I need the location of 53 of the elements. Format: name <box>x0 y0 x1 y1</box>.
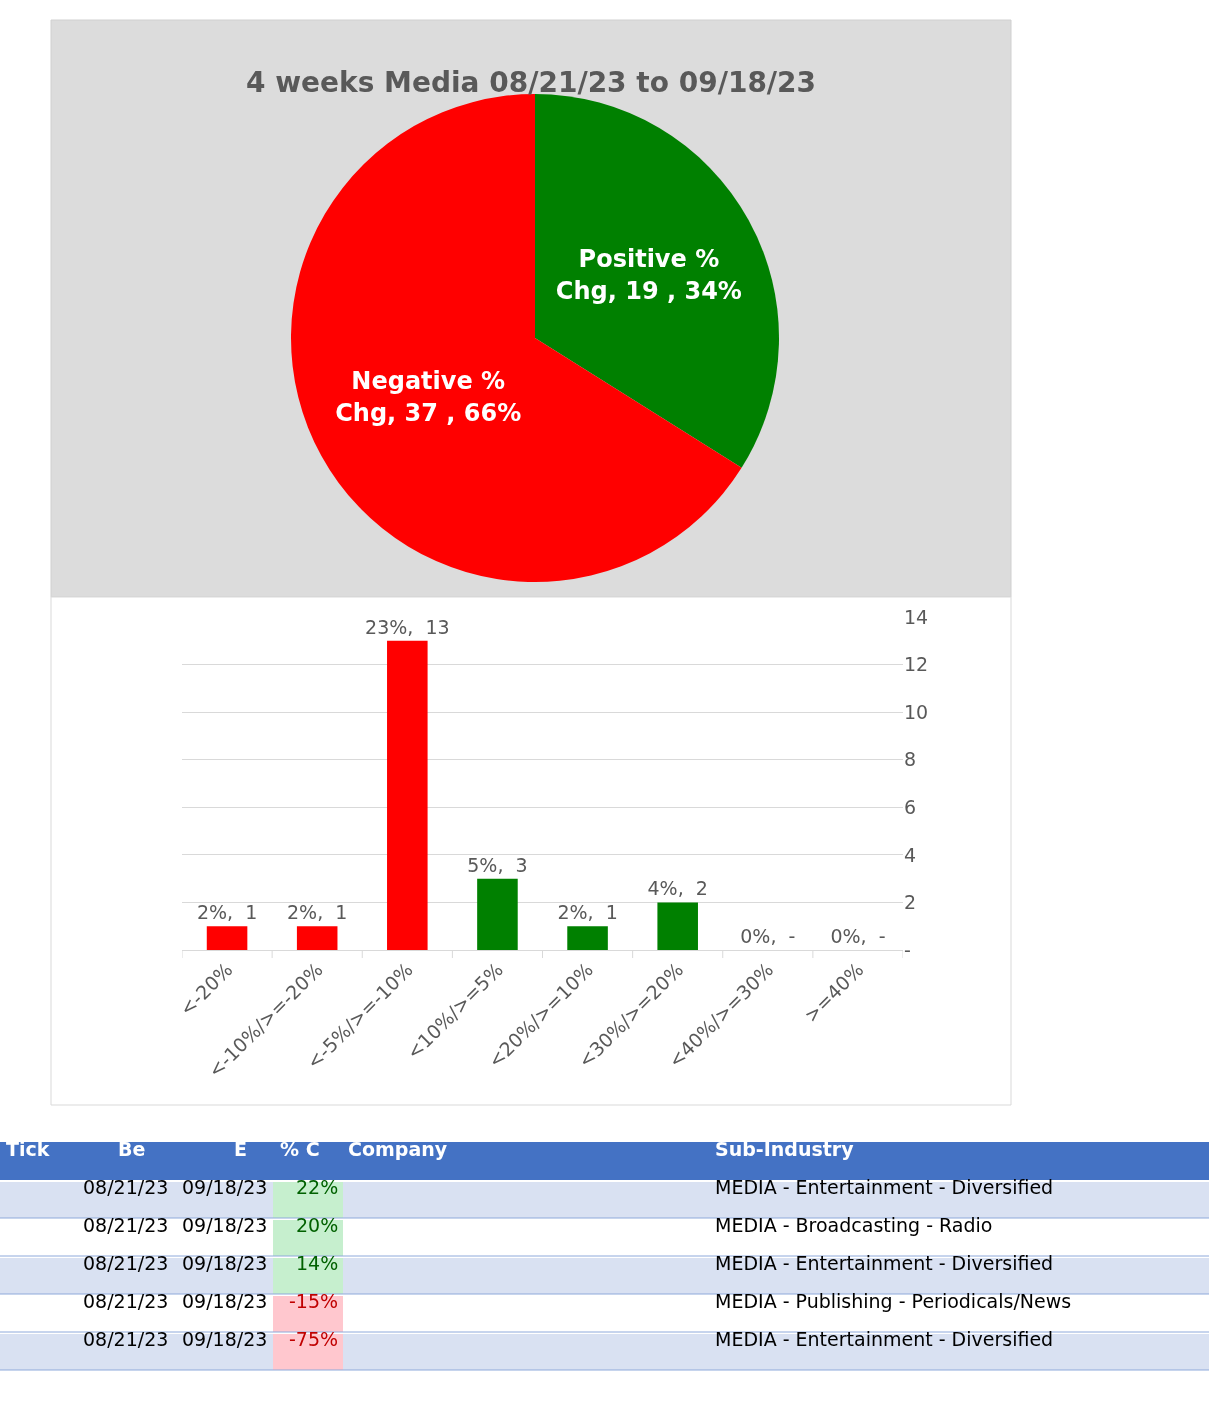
y-tick-label: 4 <box>904 843 917 866</box>
bar <box>657 902 698 950</box>
y-tick-label: 2 <box>904 891 917 914</box>
text: % C <box>280 1138 320 1160</box>
slice-label: Positive % Chg, 19 , 34% <box>555 245 742 305</box>
data-label: 2%, 1 <box>196 901 258 924</box>
data-label: 5%, 3 <box>467 853 528 876</box>
text: Be <box>118 1138 146 1160</box>
text: 20% <box>296 1214 339 1236</box>
pie-slice <box>535 94 779 468</box>
text: Sub-Industry <box>715 1138 855 1160</box>
y-tick-label: 8 <box>904 748 917 771</box>
text: MEDIA - Entertainment - Diversified <box>715 1176 1054 1198</box>
bar <box>387 640 428 950</box>
pie-slice <box>291 94 742 582</box>
data-label: 2%, 1 <box>287 901 348 924</box>
bar <box>296 926 338 950</box>
text: 09/18/23 <box>182 1252 268 1274</box>
text: MEDIA - Entertainment - Diversified <box>715 1252 1054 1274</box>
y-tick-label: 12 <box>904 653 929 676</box>
text: MEDIA - Broadcasting - Radio <box>715 1214 993 1236</box>
bar <box>206 926 248 950</box>
text: Tick <box>6 1138 50 1160</box>
data-label: 0%, - <box>830 925 886 947</box>
text: 09/18/23 <box>182 1176 268 1198</box>
text: MEDIA - Entertainment - Diversified <box>715 1328 1054 1350</box>
bar <box>477 878 518 950</box>
y-tick-label: 10 <box>904 700 929 723</box>
data-label: 0%, - <box>740 925 796 947</box>
text: 22% <box>296 1176 339 1198</box>
slice-label: Negative % Chg, 37 , 66% <box>335 367 522 427</box>
text: Company <box>348 1138 448 1160</box>
y-tick-label: 14 <box>904 605 929 628</box>
text: 08/21/23 <box>83 1214 169 1236</box>
data-label: 2%, 1 <box>557 901 618 924</box>
text: 09/18/23 <box>182 1328 268 1350</box>
text: -75% <box>289 1328 339 1350</box>
text: 08/21/23 <box>83 1290 169 1312</box>
text: E <box>234 1138 247 1160</box>
data-label: 4%, 2 <box>647 877 708 900</box>
y-tick-label: 6 <box>904 795 917 818</box>
text: 08/21/23 <box>83 1176 169 1198</box>
bar <box>567 926 608 950</box>
text: 09/18/23 <box>182 1290 268 1312</box>
text: -15% <box>289 1290 339 1312</box>
text: 08/21/23 <box>83 1328 169 1350</box>
text: 14% <box>296 1252 339 1274</box>
data-label: 23%, 13 <box>365 615 450 638</box>
chart-title: 4 weeks Media 08/21/23 to 09/18/23 <box>246 66 817 99</box>
y-tick-label: - <box>904 938 911 961</box>
text: 09/18/23 <box>182 1214 268 1236</box>
text: MEDIA - Publishing - Periodicals/News <box>715 1290 1072 1312</box>
text: 08/21/23 <box>83 1252 169 1274</box>
